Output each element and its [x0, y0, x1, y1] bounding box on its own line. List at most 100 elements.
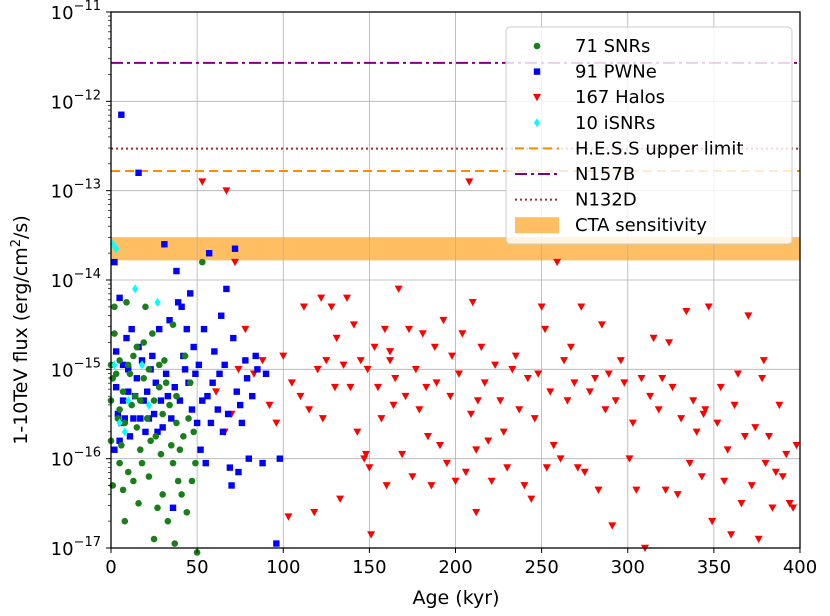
point-167-halos [427, 482, 436, 490]
point-91-pwne [169, 504, 177, 511]
point-167-halos [222, 187, 231, 195]
legend-label: 91 PWNe [575, 62, 657, 83]
point-91-pwne [195, 361, 203, 369]
legend-box [505, 26, 793, 245]
point-91-pwne [161, 241, 168, 248]
point-167-halos [401, 392, 410, 401]
point-167-halos [560, 357, 569, 365]
point-167-halos [318, 415, 327, 423]
point-91-pwne [130, 415, 137, 422]
point-10-isnrs [125, 396, 132, 406]
y-tick-exponent: −14 [74, 267, 101, 282]
point-167-halos [649, 334, 658, 343]
point-71-snrs [159, 410, 166, 418]
point-91-pwne [150, 410, 158, 418]
point-167-halos [723, 446, 732, 454]
point-91-pwne [112, 348, 120, 355]
point-91-pwne [205, 250, 213, 257]
point-167-halos [585, 388, 594, 396]
point-167-halos [503, 464, 512, 472]
point-167-halos [792, 441, 801, 450]
point-167-halos [665, 339, 674, 347]
legend-marker-91-pwne [533, 68, 541, 75]
point-71-snrs [155, 361, 163, 369]
point-91-pwne [233, 388, 240, 395]
point-167-halos [258, 357, 267, 365]
point-71-snrs [161, 357, 168, 364]
point-71-snrs [188, 477, 196, 485]
point-167-halos [713, 419, 722, 427]
point-167-halos [604, 370, 613, 378]
y-tick-base: 10 [51, 450, 74, 471]
point-71-snrs [131, 392, 139, 400]
point-167-halos [646, 392, 655, 401]
point-167-halos [465, 178, 474, 186]
point-91-pwne [231, 245, 239, 252]
point-91-pwne [143, 388, 151, 395]
point-91-pwne [128, 325, 135, 333]
point-167-halos [632, 486, 641, 494]
point-167-halos [716, 383, 725, 392]
point-71-snrs [169, 459, 177, 467]
point-91-pwne [173, 267, 180, 275]
point-91-pwne [252, 352, 259, 360]
y-tick-exponent: −12 [74, 88, 101, 103]
point-167-halos [668, 383, 677, 392]
point-71-snrs [142, 303, 149, 311]
point-167-halos [740, 433, 749, 441]
point-167-halos [611, 397, 620, 405]
point-167-halos [616, 357, 625, 365]
x-tick-label: 100 [266, 557, 300, 578]
point-167-halos [751, 424, 760, 432]
point-167-halos [411, 366, 420, 374]
point-71-snrs [126, 370, 134, 378]
point-91-pwne [219, 428, 227, 436]
point-167-halos [442, 459, 451, 468]
point-167-halos [570, 379, 579, 387]
point-91-pwne [181, 366, 189, 373]
point-167-halos [418, 330, 427, 338]
point-167-halos [727, 531, 736, 539]
point-167-halos [625, 455, 634, 463]
point-10-isnrs [113, 244, 120, 254]
point-91-pwne [176, 397, 184, 404]
point-167-halos [778, 473, 787, 481]
point-71-snrs [135, 500, 142, 507]
x-tick-label: 250 [524, 557, 558, 578]
point-10-isnrs [111, 360, 118, 370]
point-167-halos [430, 343, 439, 351]
legend-label: 10 iSNRs [575, 113, 655, 134]
point-167-halos [577, 303, 586, 311]
point-167-halos [435, 441, 444, 450]
point-71-snrs [180, 433, 187, 440]
legend-label: N132D [575, 190, 637, 211]
point-71-snrs [174, 477, 182, 485]
point-167-halos [386, 348, 395, 356]
point-167-halos [708, 517, 717, 526]
point-71-snrs [123, 299, 130, 306]
point-71-snrs [166, 401, 173, 409]
point-71-snrs [145, 366, 153, 373]
point-91-pwne [164, 392, 172, 400]
point-91-pwne [238, 419, 246, 427]
y-tick-exponent: −17 [74, 535, 101, 550]
point-10-isnrs [145, 400, 152, 410]
point-91-pwne [142, 428, 149, 436]
point-91-pwne [202, 459, 209, 467]
point-91-pwne [125, 388, 132, 395]
point-167-halos [789, 504, 798, 512]
point-167-halos [699, 410, 708, 418]
point-91-pwne [111, 446, 118, 453]
y-tick-exponent: −15 [74, 356, 101, 371]
point-167-halos [468, 299, 477, 307]
point-71-snrs [181, 352, 189, 360]
point-167-halos [373, 383, 382, 392]
point-167-halos [597, 321, 606, 329]
point-91-pwne [192, 370, 199, 377]
point-91-pwne [211, 348, 218, 355]
point-91-pwne [149, 352, 156, 360]
point-71-snrs [116, 357, 123, 364]
y-axis-label: 1-10TeV flux (erg/cm2/s) [9, 215, 32, 445]
point-91-pwne [235, 468, 242, 476]
point-91-pwne [273, 540, 280, 547]
